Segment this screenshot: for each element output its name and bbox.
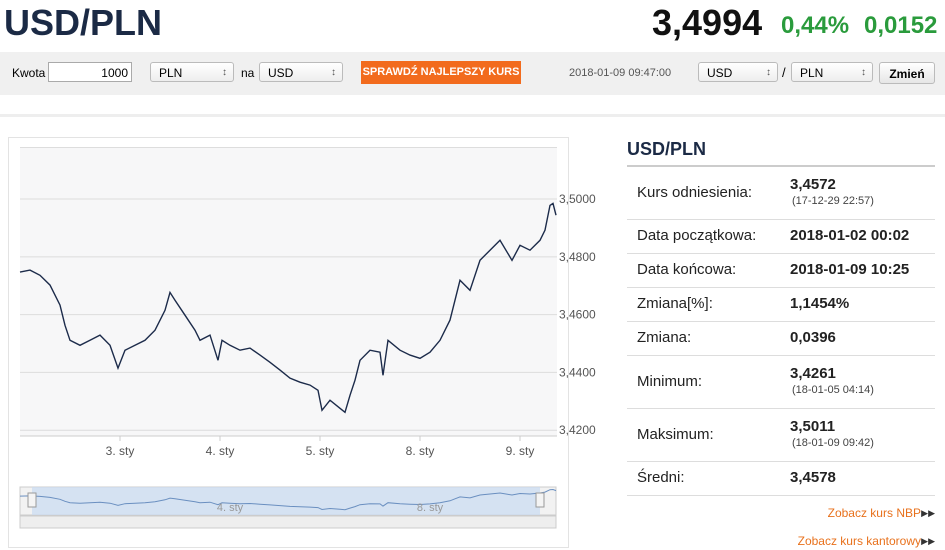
divider <box>0 114 945 117</box>
stats-value: 3,5011 <box>790 417 836 435</box>
stats-sub: (18-01-05 04:14) <box>792 383 874 396</box>
na-label: na <box>241 66 255 80</box>
stats-label: Zmiana[%]: <box>637 295 713 312</box>
pair-from-select[interactable]: USD <box>698 62 778 83</box>
link[interactable]: Zobacz kurs kantorowy <box>797 534 921 548</box>
stats-value: 1,1454% <box>790 295 850 312</box>
stats-row: Średni: 3,4578 <box>627 461 935 496</box>
stats-title: USD/PLN <box>627 139 707 159</box>
y-tick-label: 3,4800 <box>559 250 596 264</box>
navigator-label: 4. sty <box>217 502 244 514</box>
stats-value: 3,4578 <box>790 469 836 486</box>
stats-row: Data początkowa: 2018-01-02 00:02 <box>627 219 935 254</box>
stats-sub: (17-12-29 22:57) <box>792 195 874 207</box>
pair-title: USD/PLN <box>4 2 163 43</box>
x-tick-label: 5. sty <box>306 444 335 458</box>
stats-row: Maksimum: 3,5011 (18-01-09 09:42) <box>627 408 935 462</box>
amount-input[interactable]: 1000 <box>48 62 132 82</box>
stats-label: Data początkowa: <box>637 227 757 244</box>
stats-label: Minimum: <box>637 372 703 390</box>
x-tick-label: 3. sty <box>106 444 135 458</box>
y-tick-label: 3,5000 <box>559 192 596 206</box>
x-tick-label: 4. sty <box>206 444 235 458</box>
change-pct: 0,44% <box>781 12 850 39</box>
stats-label: Maksimum: <box>637 425 714 443</box>
navigator-label: 8. sty <box>417 502 444 514</box>
stats-value: 3,4572 <box>790 176 836 193</box>
navigator-range[interactable] <box>32 487 540 515</box>
link-arrow: ▶▶ <box>921 536 935 546</box>
to-select[interactable]: USD <box>259 62 343 83</box>
stats-row: Zmiana[%]: 1,1454% <box>627 287 935 322</box>
price-line <box>19 202 557 414</box>
navigator-line <box>19 488 557 511</box>
scrollbar[interactable] <box>19 515 557 529</box>
change-abs: 0,0152 <box>864 12 938 39</box>
y-tick-label: 3,4400 <box>559 365 596 379</box>
stats-label: Zmiana: <box>637 329 692 346</box>
stats-title-rule <box>627 165 935 167</box>
stats-row: Minimum: 3,4261 (18-01-05 04:14) <box>627 355 935 409</box>
navigator-handle[interactable] <box>535 492 545 508</box>
stats-value: 2018-01-09 10:25 <box>790 261 910 278</box>
amount-label: Kwota <box>12 66 46 80</box>
timestamp: 2018-01-09 09:47:00 <box>569 67 672 79</box>
pair-separator: / <box>782 65 786 80</box>
change-button[interactable]: Zmień <box>879 62 935 84</box>
navigator-handle[interactable] <box>27 492 37 508</box>
stats-value: 0,0396 <box>790 329 836 346</box>
stats-label: Kurs odniesienia: <box>637 184 753 201</box>
stats-label: Średni: <box>637 469 685 486</box>
x-tick-label: 9. sty <box>506 444 535 458</box>
from-select[interactable]: PLN <box>150 62 234 83</box>
stats-row: Kurs odniesienia: 3,4572 (17-12-29 22:57) <box>627 167 935 220</box>
x-tick-label: 8. sty <box>406 444 435 458</box>
link[interactable]: Zobacz kurs NBP <box>827 506 921 520</box>
best-rate-button[interactable]: SPRAWDŹ NAJLEPSZY KURS <box>361 61 521 84</box>
pair-to-select[interactable]: PLN <box>791 62 873 83</box>
chart: 3,4200 3,4400 3,4600 3,4800 3,5000 3. sty 4. s… <box>8 137 596 548</box>
stats-row: Zmiana: 0,0396 <box>627 321 935 356</box>
stats-sub: (18-01-09 09:42) <box>792 436 874 449</box>
stats-row: Data końcowa: 2018-01-09 10:25 <box>627 253 935 288</box>
stats-value: 2018-01-02 00:02 <box>790 227 910 244</box>
rate: 3,4994 <box>652 2 763 43</box>
stats-value: 3,4261 <box>790 364 836 382</box>
y-tick-label: 3,4200 <box>559 423 596 437</box>
plot-area <box>20 147 557 436</box>
stats-label: Data końcowa: <box>637 261 737 278</box>
y-tick-label: 3,4600 <box>559 308 596 322</box>
link-arrow: ▶▶ <box>921 508 935 518</box>
